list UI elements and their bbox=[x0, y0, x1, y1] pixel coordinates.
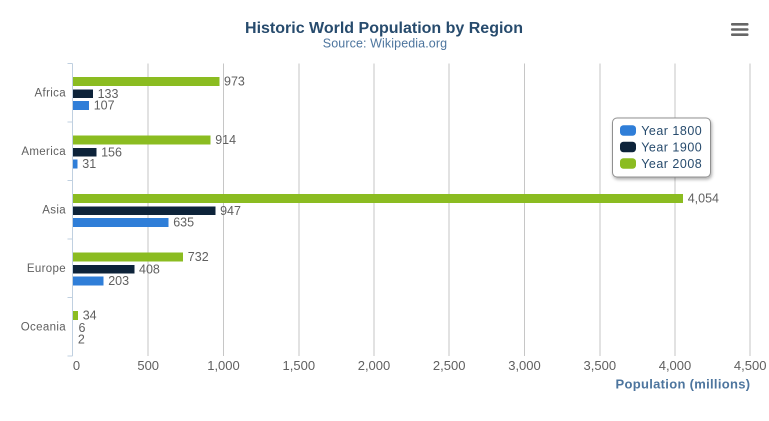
svg-text:1,500: 1,500 bbox=[283, 358, 316, 373]
svg-text:Source: Wikipedia.org: Source: Wikipedia.org bbox=[323, 37, 447, 51]
svg-text:2: 2 bbox=[78, 333, 85, 347]
svg-text:America: America bbox=[21, 146, 66, 158]
svg-text:Historic World Population by R: Historic World Population by Region bbox=[245, 20, 523, 37]
svg-text:973: 973 bbox=[224, 75, 245, 89]
svg-text:6: 6 bbox=[79, 321, 86, 335]
svg-text:3,500: 3,500 bbox=[584, 358, 617, 373]
svg-text:408: 408 bbox=[139, 262, 160, 276]
svg-text:4,000: 4,000 bbox=[659, 358, 692, 373]
svg-text:4,500: 4,500 bbox=[734, 358, 767, 373]
svg-text:31: 31 bbox=[82, 157, 96, 171]
svg-text:Year 1800: Year 1800 bbox=[641, 124, 702, 138]
svg-text:2,500: 2,500 bbox=[433, 358, 466, 373]
svg-text:107: 107 bbox=[94, 99, 115, 113]
svg-text:3,000: 3,000 bbox=[508, 358, 541, 373]
svg-text:732: 732 bbox=[188, 250, 209, 264]
svg-text:4,054: 4,054 bbox=[688, 192, 719, 206]
svg-text:Population (millions): Population (millions) bbox=[616, 377, 751, 392]
svg-text:635: 635 bbox=[173, 216, 194, 230]
svg-text:Year 1900: Year 1900 bbox=[641, 141, 702, 155]
svg-text:Asia: Asia bbox=[42, 205, 66, 217]
svg-text:203: 203 bbox=[108, 274, 129, 288]
svg-text:133: 133 bbox=[98, 87, 119, 101]
svg-text:Oceania: Oceania bbox=[21, 322, 67, 334]
svg-text:156: 156 bbox=[101, 146, 122, 160]
svg-text:Africa: Africa bbox=[35, 88, 67, 100]
svg-text:0: 0 bbox=[73, 358, 80, 373]
svg-text:Europe: Europe bbox=[27, 263, 66, 275]
svg-text:947: 947 bbox=[220, 204, 241, 218]
svg-text:Year 2008: Year 2008 bbox=[641, 157, 702, 171]
svg-text:914: 914 bbox=[215, 133, 236, 147]
svg-text:34: 34 bbox=[83, 309, 97, 323]
svg-text:500: 500 bbox=[137, 358, 159, 373]
svg-text:2,000: 2,000 bbox=[358, 358, 391, 373]
svg-text:1,000: 1,000 bbox=[207, 358, 240, 373]
